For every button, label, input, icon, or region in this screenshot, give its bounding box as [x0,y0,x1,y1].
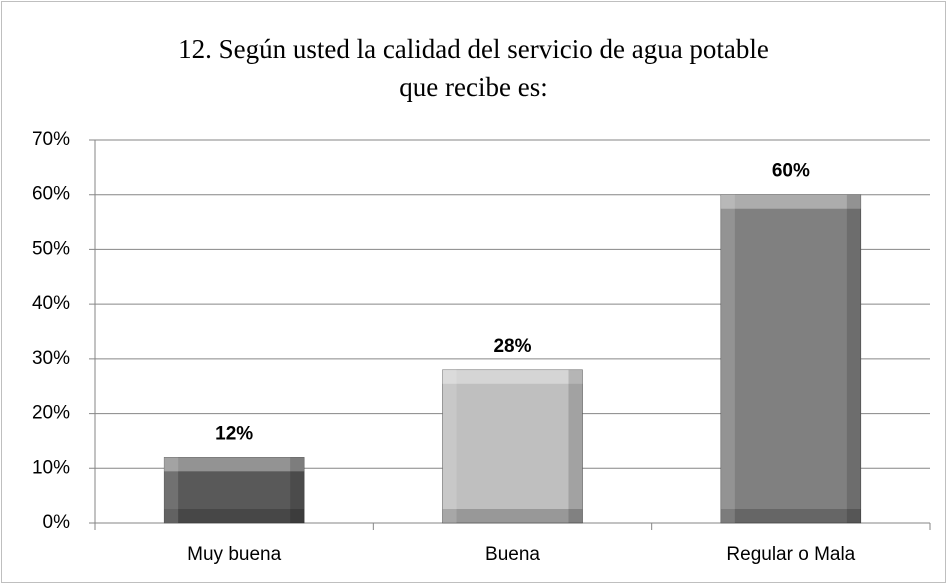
bar-shade [720,509,861,523]
y-tick-label: 40% [32,293,70,314]
y-tick-label: 70% [32,129,70,150]
bar-side [720,194,735,523]
bar-side [164,457,179,523]
bar-shade [164,509,305,523]
y-tick-label: 20% [32,403,70,424]
y-tick-label: 0% [43,512,71,533]
bar-highlight [442,369,583,384]
x-tick-label: Muy buena [187,544,281,565]
bar-side [442,369,457,523]
value-label: 28% [493,336,531,357]
bar [720,194,862,524]
y-tick-label: 10% [32,457,70,478]
bar-highlight [164,457,305,472]
x-tick-label: Buena [485,544,540,565]
bar-shade [442,509,583,523]
bar-side [568,369,583,523]
chart-title: 12. Según usted la calidad del servicio … [178,34,769,102]
value-label: 12% [215,423,253,444]
value-label: 60% [772,161,810,182]
bar-highlight [720,194,861,209]
x-tick-label: Regular o Mala [726,544,855,565]
bar-side [846,194,861,523]
bar [163,457,305,524]
bar-side [290,457,305,523]
bar [442,369,583,524]
y-tick-label: 60% [32,184,70,205]
y-tick-label: 50% [32,238,70,259]
y-tick-label: 30% [32,348,70,369]
